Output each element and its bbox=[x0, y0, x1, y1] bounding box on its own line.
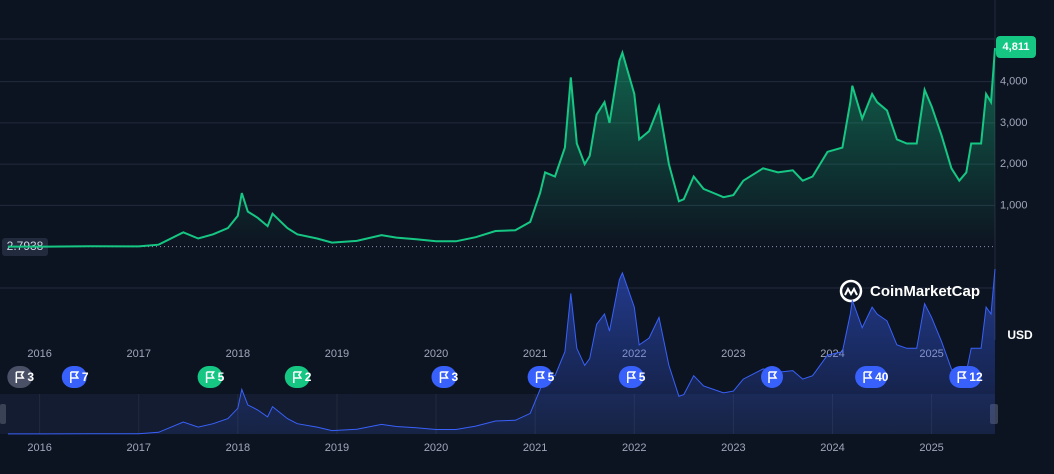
event-pill bbox=[618, 366, 644, 388]
last-price-box bbox=[996, 36, 1036, 58]
x-tick-label: 2019 bbox=[325, 348, 349, 360]
event-icon bbox=[957, 371, 967, 383]
nav-tick-label: 2018 bbox=[226, 442, 250, 454]
nav-tick-label: 2019 bbox=[325, 442, 349, 454]
event-icon bbox=[15, 371, 25, 383]
nav-tick-label: 2016 bbox=[27, 442, 51, 454]
event-badge[interactable]: 5 bbox=[197, 366, 225, 388]
event-badge[interactable]: 40 bbox=[855, 366, 889, 388]
nav-tick-label: 2022 bbox=[622, 442, 646, 454]
event-count: 12 bbox=[969, 370, 983, 384]
y-tick-label: 2,000 bbox=[1000, 158, 1028, 170]
event-badge[interactable]: 12 bbox=[949, 366, 983, 388]
event-count: 2 bbox=[305, 370, 312, 384]
x-tick-label: 2021 bbox=[523, 348, 547, 360]
plot: 1,000 2,000 3,000 4,000 2016 2016 2017 2017 2018… bbox=[0, 48, 1028, 454]
event-badge[interactable]: 2 bbox=[284, 366, 312, 388]
event-pill bbox=[61, 366, 87, 388]
event-pill bbox=[284, 366, 310, 388]
x-tick-label: 2017 bbox=[127, 348, 151, 360]
event-icon bbox=[535, 371, 546, 383]
event-badge[interactable]: 3 bbox=[7, 366, 34, 388]
event-count: 5 bbox=[639, 370, 646, 384]
x-tick-label: 2023 bbox=[721, 348, 745, 360]
nav-area bbox=[7, 269, 995, 434]
x-tick-label: 2018 bbox=[226, 348, 250, 360]
nav-tick-label: 2021 bbox=[523, 442, 547, 454]
event-count: 5 bbox=[548, 370, 555, 384]
watermark: CoinMarketCap bbox=[870, 283, 980, 300]
event-count: 40 bbox=[875, 370, 889, 384]
event-count: 5 bbox=[218, 370, 225, 384]
event-pill bbox=[761, 366, 784, 388]
event-icon bbox=[70, 371, 80, 383]
nav-tick-label: 2023 bbox=[721, 442, 745, 454]
currency-label: USD bbox=[1007, 328, 1033, 342]
nav-tick-label: 2024 bbox=[820, 442, 844, 454]
y-tick-label: 4,000 bbox=[1000, 75, 1028, 87]
event-count: 7 bbox=[82, 370, 89, 384]
event-badge[interactable]: 3 bbox=[431, 366, 458, 388]
x-tick-label: 2016 bbox=[27, 348, 51, 360]
nav-tick-label: 2017 bbox=[127, 442, 151, 454]
event-badge[interactable] bbox=[761, 366, 784, 388]
x-tick-label: 2020 bbox=[424, 348, 448, 360]
event-icon bbox=[205, 371, 216, 383]
event-count: 3 bbox=[27, 370, 34, 384]
event-pill bbox=[431, 366, 457, 388]
event-badge[interactable]: 7 bbox=[61, 366, 89, 388]
event-icon bbox=[627, 371, 637, 383]
event-badge[interactable]: 5 bbox=[527, 366, 555, 388]
event-icon bbox=[768, 371, 778, 383]
price-area bbox=[7, 48, 995, 247]
event-pill bbox=[527, 366, 553, 388]
nav-handle[interactable] bbox=[0, 404, 6, 424]
event-icon bbox=[293, 371, 303, 383]
last-price: 4,811 bbox=[1003, 41, 1030, 53]
nav-tick-label: 2020 bbox=[424, 442, 448, 454]
price-line bbox=[7, 48, 996, 248]
nav-line bbox=[7, 269, 996, 435]
nav-tick-label: 2025 bbox=[919, 442, 943, 454]
event-pill bbox=[197, 366, 223, 388]
event-badge[interactable]: 5 bbox=[618, 366, 646, 388]
event-pill bbox=[7, 366, 33, 388]
event-count: 3 bbox=[451, 370, 458, 384]
watermark-logo bbox=[839, 279, 863, 303]
event-icon bbox=[863, 371, 873, 383]
y-tick-label: 1,000 bbox=[1000, 199, 1028, 211]
event-icon bbox=[439, 371, 449, 383]
y-tick-label: 3,000 bbox=[1000, 117, 1028, 129]
